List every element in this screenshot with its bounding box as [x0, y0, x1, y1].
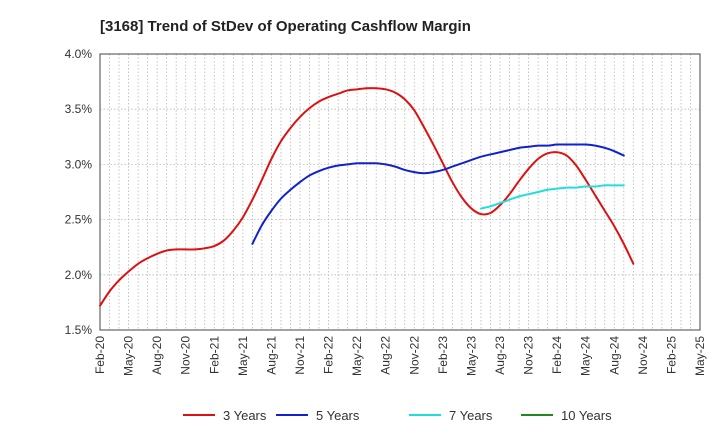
x-tick-label: Aug-24 [607, 336, 621, 375]
plot-frame [99, 53, 701, 331]
x-tick-label: Feb-23 [436, 336, 450, 374]
x-tick-label: Aug-23 [493, 336, 507, 375]
x-tick-label: Aug-22 [379, 336, 393, 375]
x-tick-label: Nov-24 [636, 336, 650, 375]
y-tick-label: 3.0% [65, 157, 93, 171]
y-tick-label: 1.5% [65, 323, 93, 337]
y-axis: 4.0% 3.5% 3.0% 2.5% 2.0% 1.5% [65, 47, 93, 337]
x-tick-label: Feb-24 [550, 336, 564, 374]
x-tick-label: Feb-21 [207, 336, 221, 374]
legend-label-10-years: 10 Years [561, 408, 612, 423]
x-tick-label: May-21 [236, 336, 250, 376]
x-tick-label: Feb-22 [322, 336, 336, 374]
x-tick-label: Feb-25 [664, 336, 678, 374]
y-tick-label: 3.5% [65, 102, 93, 116]
x-tick-label: May-25 [693, 336, 707, 376]
legend-label-5-years: 5 Years [316, 408, 360, 423]
x-tick-label: Aug-21 [264, 336, 278, 375]
x-tick-label: Nov-22 [407, 336, 421, 375]
series-layer [99, 87, 635, 307]
y-tick-label: 2.5% [65, 213, 93, 227]
x-tick-label: May-23 [464, 336, 478, 376]
legend-label-7-years: 7 Years [449, 408, 493, 423]
y-tick-label: 4.0% [65, 47, 93, 61]
x-tick-label: Nov-21 [293, 336, 307, 375]
x-tick-label: Nov-23 [522, 336, 536, 375]
x-tick-label: Aug-20 [150, 336, 164, 375]
x-tick-label: May-20 [122, 336, 136, 376]
chart-title: [3168] Trend of StDev of Operating Cashf… [100, 18, 471, 35]
legend-label-3-years: 3 Years [223, 408, 267, 423]
x-tick-label: Nov-20 [179, 336, 193, 375]
legend: 3 Years 5 Years 7 Years 10 Years [183, 408, 612, 423]
x-tick-label: May-24 [579, 336, 593, 376]
x-tick-label: Feb-20 [93, 336, 107, 374]
x-tick-label: May-22 [350, 336, 364, 376]
series-line-7-years [479, 184, 625, 210]
grid [100, 54, 700, 330]
y-tick-label: 2.0% [65, 268, 93, 282]
x-axis: Feb-20 May-20 Aug-20 Nov-20 Feb-21 May-21 Aug-… [93, 336, 707, 376]
series-line-5-years [251, 143, 625, 245]
series-line-3-years [99, 87, 635, 307]
